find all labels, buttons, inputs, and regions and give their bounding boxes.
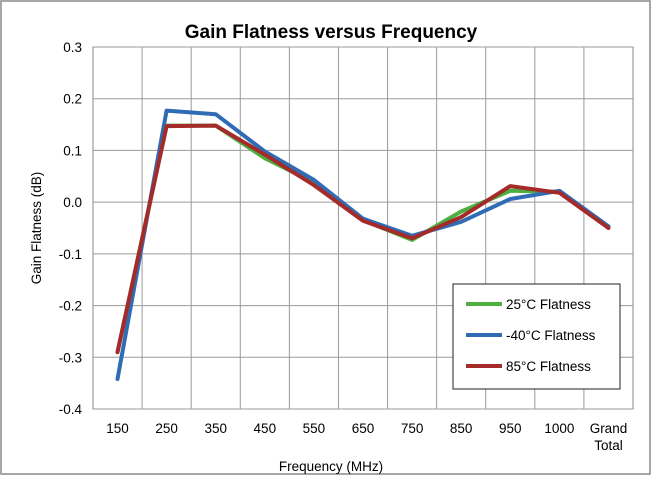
chart-title: Gain Flatness versus Frequency: [185, 22, 478, 43]
x-tick-labels: 150 250 350 450 550 650 750 850 950 1000 Grand Tota…: [106, 421, 627, 453]
y-tick-label: -0.4: [59, 402, 83, 417]
y-tick-label: -0.2: [59, 299, 82, 314]
x-tick-label: 1000: [544, 421, 574, 436]
series-lines: [115, 108, 611, 381]
x-axis-label: Frequency (MHz): [279, 459, 383, 474]
y-tick-label: -0.3: [59, 350, 82, 365]
legend: 25°C Flatness -40°C Flatness 85°C Flatness: [452, 283, 621, 390]
x-tick-label: 850: [450, 421, 473, 436]
y-tick-label: 0.1: [63, 143, 82, 158]
y-tick-label: 0.0: [63, 195, 82, 210]
x-tick-label: 950: [499, 421, 522, 436]
x-tick-label: 250: [155, 421, 178, 436]
series-line-2: [115, 123, 611, 355]
legend-label: 85°C Flatness: [506, 359, 591, 374]
y-tick-label: 0.2: [63, 92, 82, 107]
x-tick-label: 550: [303, 421, 326, 436]
x-tick-label: 450: [254, 421, 277, 436]
x-tick-label: 750: [401, 421, 424, 436]
y-tick-label: -0.1: [59, 247, 82, 262]
x-tick-label: 650: [352, 421, 375, 436]
y-tick-labels: 0.3 0.2 0.1 0.0 -0.1 -0.2 -0.3 -0.4: [59, 40, 83, 417]
y-tick-label: 0.3: [63, 40, 82, 55]
x-tick-label: Grand Total: [590, 421, 628, 453]
legend-label: 25°C Flatness: [506, 297, 591, 312]
legend-label: -40°C Flatness: [506, 328, 596, 343]
x-tick-label: 350: [204, 421, 227, 436]
x-tick-label: 150: [106, 421, 129, 436]
y-axis-label: Gain Flatness (dB): [29, 172, 44, 285]
